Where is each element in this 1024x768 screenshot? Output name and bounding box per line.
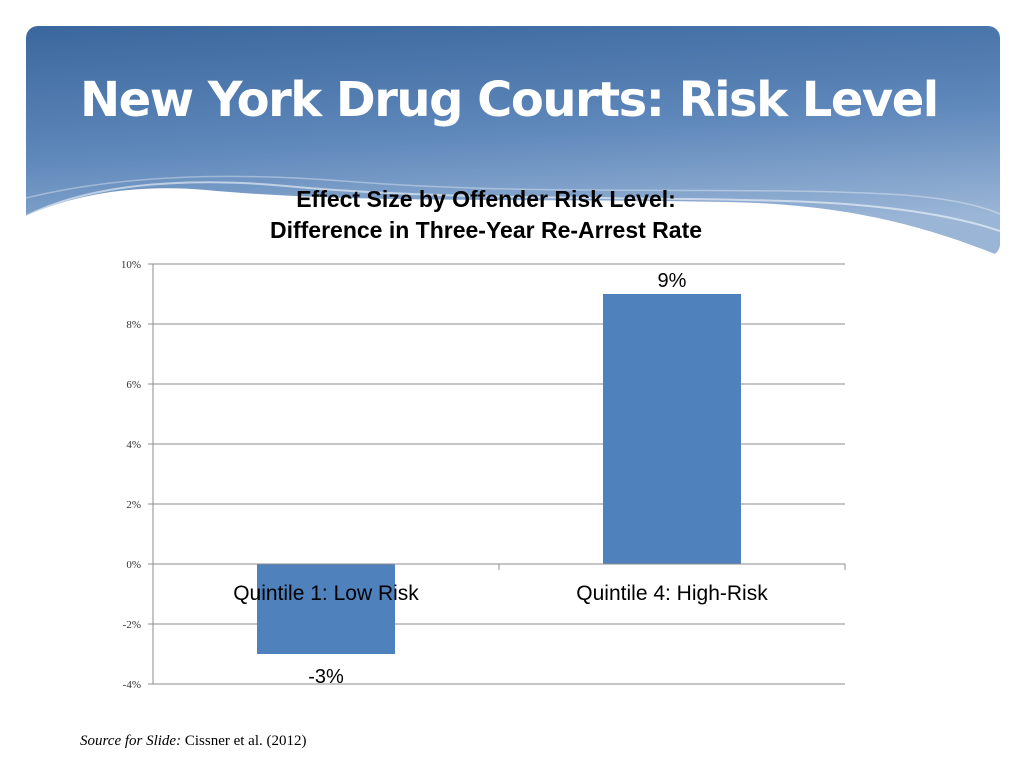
data-label: 9%: [658, 270, 687, 292]
chart-title-line-1: Effect Size by Offender Risk Level:: [296, 186, 676, 212]
y-tick-label: 4%: [126, 439, 141, 451]
category-label: Quintile 4: High-Risk: [576, 582, 768, 605]
y-tick-label: 8%: [126, 319, 141, 331]
y-tick-label: 0%: [126, 559, 141, 571]
chart-subtitle: Difference in Three-Year Re-Arrest Rate: [269, 217, 703, 243]
bars: [257, 294, 741, 654]
header-background: [26, 26, 1000, 256]
slide-title: New York Drug Courts: Risk Level: [80, 72, 939, 128]
bar: [257, 564, 395, 654]
axes: [148, 263, 846, 685]
gridlines: [153, 263, 845, 685]
slide-source: Source for Slide: Cissner et al. (2012): [80, 733, 306, 750]
slide-header: [26, 26, 1000, 256]
y-tick-label: -4%: [123, 679, 141, 691]
y-tick-label: 10%: [121, 259, 141, 271]
bar: [603, 294, 741, 564]
category-label: Quintile 1: Low Risk: [233, 582, 419, 605]
y-tick-label: 2%: [126, 499, 141, 511]
labels: -4% -2% 0% 2% 4% 6% 8% 10% -3% 9% Quintile 1: Low …: [121, 259, 768, 691]
source-text: Cissner et al. (2012): [184, 733, 307, 749]
source-label: Source for Slide:: [80, 733, 182, 749]
data-label: -3%: [308, 666, 344, 688]
y-tick-label: -2%: [123, 619, 141, 631]
y-tick-label: 6%: [126, 379, 141, 391]
chart-title: Effect Size by Offender Risk Level: Diff…: [150, 184, 822, 246]
